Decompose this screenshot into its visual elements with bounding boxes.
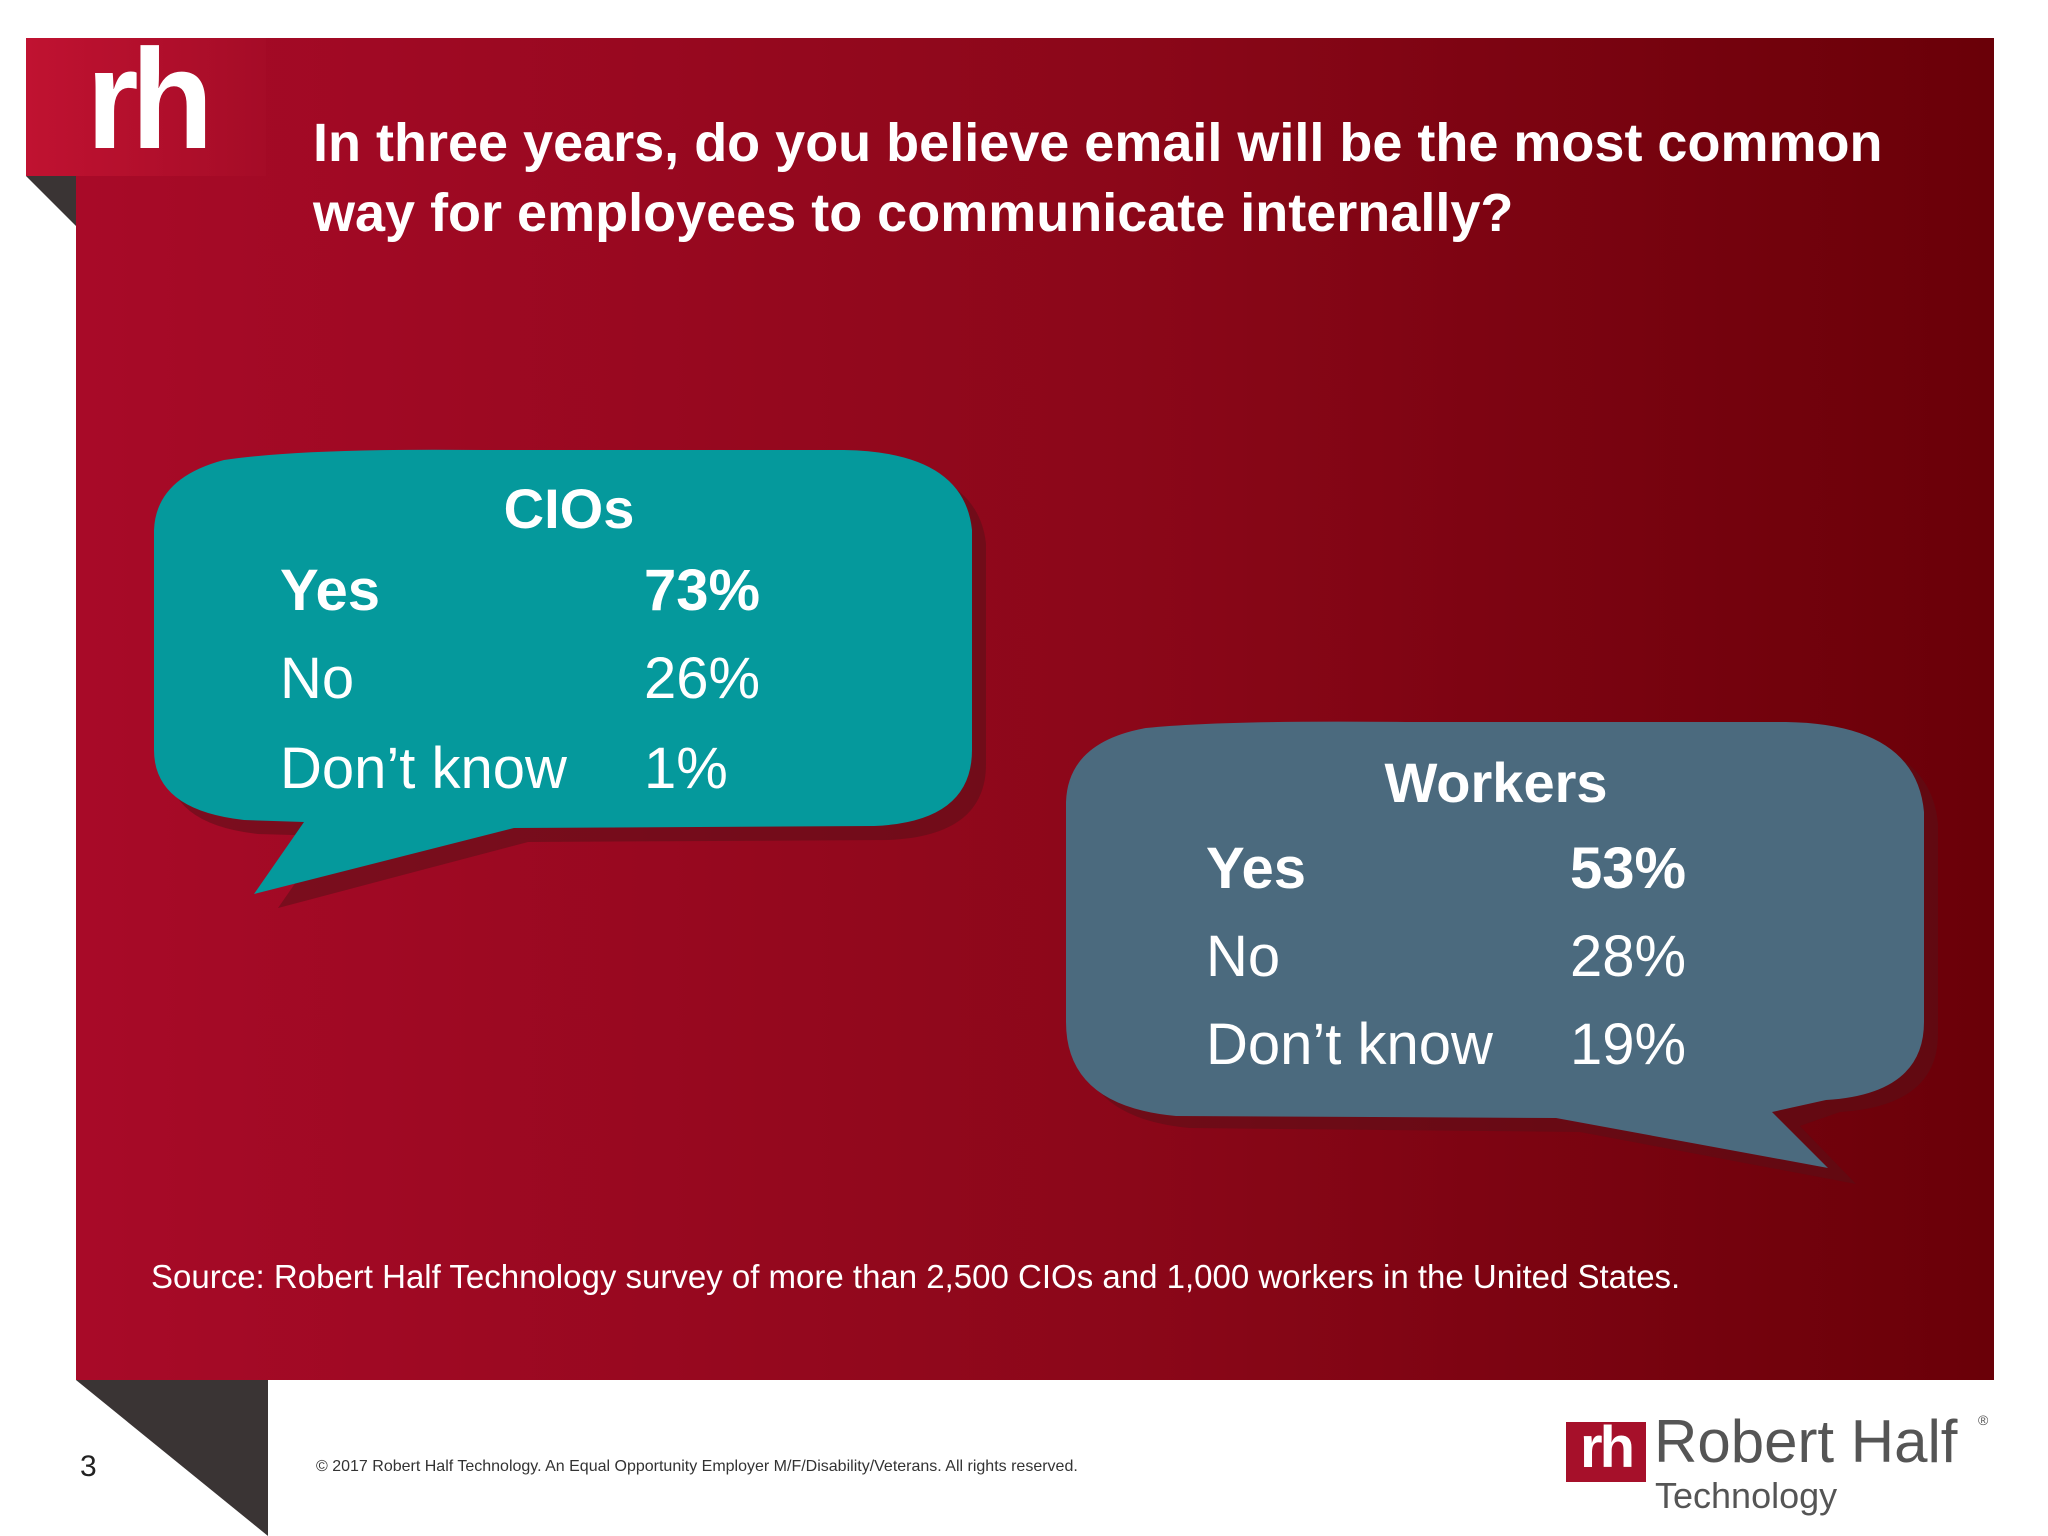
workers-dont-know-label: Don’t know	[1206, 1012, 1493, 1077]
workers-bubble-shape	[1066, 721, 1938, 1184]
brand-name: Robert Half	[1654, 1408, 1958, 1475]
workers-yes-value: 53%	[1570, 836, 1687, 901]
cios-no-label: No	[280, 646, 355, 711]
cios-bubble: CIOs Yes 73% No 26% Don’t know 1%	[154, 449, 986, 908]
cios-dont-know-value: 1%	[644, 736, 728, 801]
cios-dont-know-label: Don’t know	[280, 736, 567, 801]
workers-yes-label: Yes	[1206, 836, 1306, 901]
copyright-text: © 2017 Robert Half Technology. An Equal …	[316, 1458, 1078, 1475]
fold-corner-top	[26, 176, 76, 226]
fold-corner-bottom	[76, 1380, 268, 1536]
cios-yes-value: 73%	[644, 558, 761, 623]
workers-bubble: Workers Yes 53% No 28% Don’t know 19%	[1066, 721, 1938, 1184]
rh-logo: rh	[26, 29, 266, 176]
workers-no-label: No	[1206, 924, 1281, 989]
cios-no-value: 26%	[644, 646, 761, 711]
source-note: Source: Robert Half Technology survey of…	[151, 1258, 1681, 1295]
robert-half-technology-logo: rh Robert Half ® Technology	[1566, 1412, 2006, 1522]
brand-subtitle: Technology	[1655, 1475, 1838, 1516]
cios-yes-label: Yes	[280, 558, 380, 623]
workers-dont-know-value: 19%	[1570, 1012, 1687, 1077]
brand-registered-mark: ®	[1978, 1412, 1989, 1428]
cios-bubble-shape	[154, 449, 986, 908]
workers-heading: Workers	[1384, 751, 1608, 814]
slide-title: In three years, do you believe email wil…	[313, 113, 1883, 243]
brand-mark: rh	[1566, 1419, 1646, 1482]
cios-heading: CIOs	[503, 477, 635, 540]
page-number: 3	[80, 1450, 97, 1483]
workers-no-value: 28%	[1570, 924, 1687, 989]
